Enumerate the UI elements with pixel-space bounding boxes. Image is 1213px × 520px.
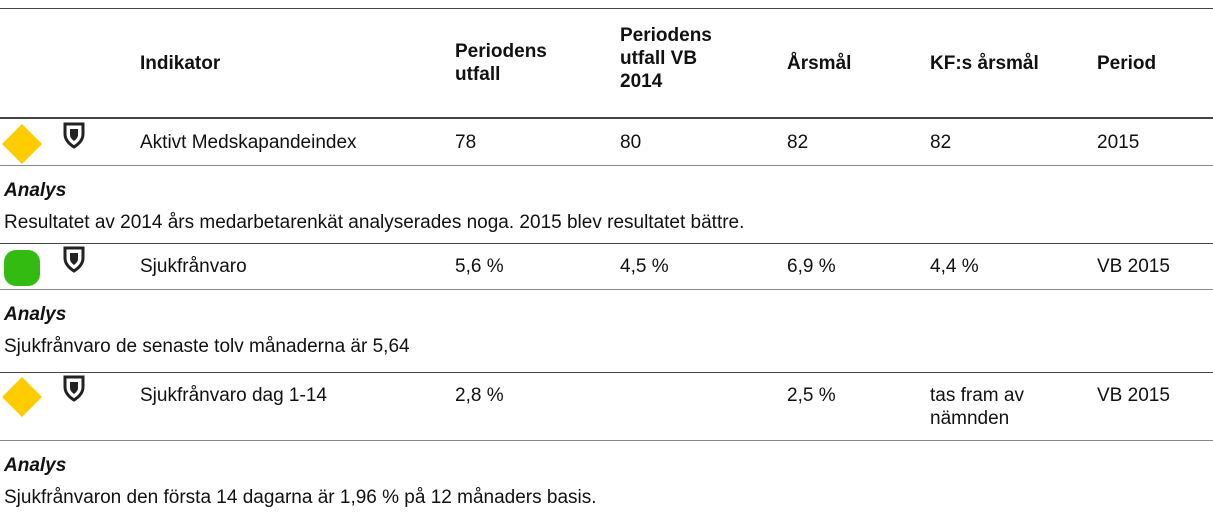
- cell: 4,5 %: [620, 256, 669, 277]
- col-header: Årsmål: [787, 53, 852, 74]
- cell: VB 2015: [1097, 385, 1170, 406]
- cell: Sjukfrånvaro dag 1-14: [140, 385, 327, 406]
- cell: Sjukfrånvaro: [140, 256, 247, 277]
- shield-icon: [63, 375, 85, 402]
- cell: Aktivt Medskapandeindex: [140, 132, 357, 153]
- row-border: [0, 165, 1213, 166]
- top-border: [0, 8, 1213, 9]
- cell: 4,4 %: [930, 256, 979, 277]
- cell: 5,6 %: [455, 256, 504, 277]
- col-header: Period: [1097, 53, 1157, 74]
- status-icon: [2, 124, 42, 164]
- cell: VB 2015: [1097, 256, 1170, 277]
- analysis-label: Analys: [4, 180, 67, 201]
- cell: 2,8 %: [455, 385, 504, 406]
- shield-icon: [63, 246, 85, 273]
- row-border: [0, 289, 1213, 290]
- cell: 80: [620, 132, 642, 153]
- analysis-text: Sjukfrånvaro de senaste tolv månaderna ä…: [4, 336, 410, 357]
- status-icon: [4, 250, 40, 286]
- section-border: [0, 372, 1213, 373]
- shield-icon: [63, 122, 85, 149]
- row-border: [0, 440, 1213, 441]
- section-border: [0, 243, 1213, 244]
- analysis-text: Sjukfrånvaron den första 14 dagarna är 1…: [4, 487, 597, 508]
- cell: 78: [455, 132, 477, 153]
- cell: 82: [930, 132, 952, 153]
- cell: tas fram av nämnden: [930, 385, 1024, 429]
- cell: 6,9 %: [787, 256, 836, 277]
- col-header: Periodens utfall VB 2014: [620, 25, 712, 92]
- analysis-label: Analys: [4, 304, 67, 325]
- analysis-label: Analys: [4, 455, 67, 476]
- col-header: Periodens utfall: [455, 41, 547, 85]
- col-header: Indikator: [140, 53, 221, 74]
- cell: 82: [787, 132, 809, 153]
- status-icon: [2, 377, 42, 417]
- header-border: [0, 117, 1213, 119]
- analysis-text: Resultatet av 2014 års medarbetarenkät a…: [4, 212, 745, 233]
- col-header: KF:s årsmål: [930, 53, 1039, 74]
- cell: 2,5 %: [787, 385, 836, 406]
- cell: 2015: [1097, 132, 1140, 153]
